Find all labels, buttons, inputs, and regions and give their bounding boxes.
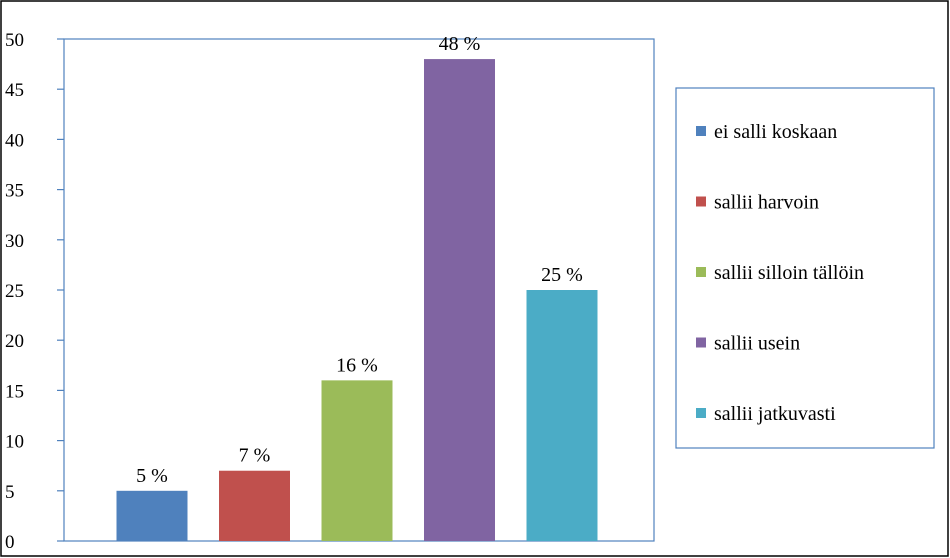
y-tick-label: 40 xyxy=(5,130,24,151)
legend-swatch-2 xyxy=(696,196,706,207)
data-label-5: 25 % xyxy=(541,264,583,286)
bar-4 xyxy=(424,59,495,541)
data-labels-group: 5 % 7 % 16 % 48 % 25 % xyxy=(136,33,583,487)
y-tick-label: 45 xyxy=(5,80,24,101)
legend: ei salli koskaan sallii harvoin sallii sil… xyxy=(696,121,864,425)
legend-swatch-4 xyxy=(696,337,706,348)
data-label-2: 7 % xyxy=(239,445,271,467)
y-tick-label: 35 xyxy=(5,181,24,202)
bars-group xyxy=(116,59,598,541)
y-tick-label: 10 xyxy=(5,432,24,453)
bar-2 xyxy=(219,470,290,541)
legend-label-5: sallii jatkuvasti xyxy=(714,403,836,425)
bar-3 xyxy=(321,380,393,541)
data-label-4: 48 % xyxy=(439,33,481,55)
bar-5 xyxy=(526,290,598,541)
y-tick-label: 0 xyxy=(5,532,15,553)
y-tick-label: 20 xyxy=(5,331,24,352)
y-axis: 0 5 10 15 20 25 30 35 40 45 50 xyxy=(5,30,64,553)
data-label-1: 5 % xyxy=(136,465,168,487)
data-label-3: 16 % xyxy=(336,354,378,376)
y-tick-label: 15 xyxy=(5,381,24,402)
y-tick-label: 5 xyxy=(5,482,15,503)
legend-label-2: sallii harvoin xyxy=(714,192,819,214)
legend-label-3: sallii silloin tällöin xyxy=(714,262,864,284)
legend-swatch-1 xyxy=(696,126,706,136)
legend-frame xyxy=(675,87,935,449)
legend-swatch-5 xyxy=(696,408,706,418)
legend-label-1: ei salli koskaan xyxy=(714,121,837,143)
y-tick-label: 25 xyxy=(5,281,24,302)
y-tick-label: 50 xyxy=(5,30,24,51)
y-tick-label: 30 xyxy=(5,231,24,252)
legend-swatch-3 xyxy=(696,267,706,277)
bar-1 xyxy=(116,490,188,541)
legend-label-4: sallii usein xyxy=(714,333,800,355)
